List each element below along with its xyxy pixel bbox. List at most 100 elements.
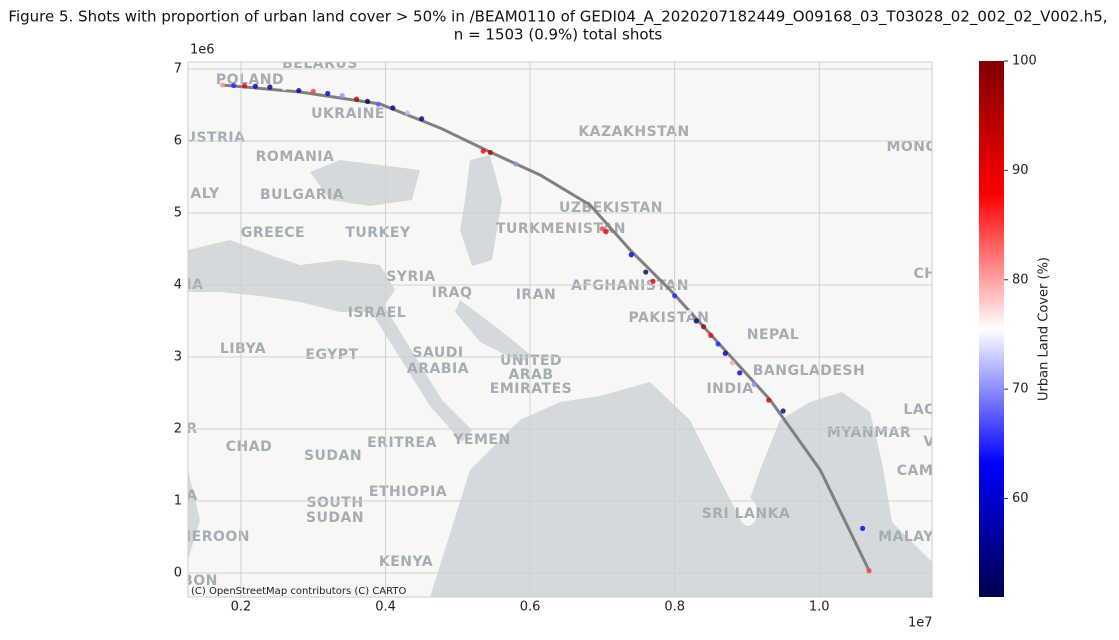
shot-point [693,318,699,324]
shot-point [603,229,609,235]
shot-point [715,341,721,347]
y-tick-label: 3 [174,350,182,365]
map-label: IRAQ [432,285,473,301]
shot-point [672,293,678,299]
colorbar-tick-label: 60 [1012,491,1029,506]
shot-point [487,149,493,156]
x-tick-label: 0.2 [231,600,252,615]
sea [188,470,200,560]
shot-point [219,82,225,88]
y-tick-label: 6 [174,133,182,148]
map-label: UKRAINE [311,106,385,122]
map-label: MYANMAR [827,425,911,441]
map-label: EMIRATES [490,381,572,397]
sea [188,240,395,312]
map-label: EGYPT [305,347,358,363]
map-label: CHAD [226,439,272,455]
map-label: SYRIA [386,269,436,285]
shot-point [860,525,866,531]
shot-point [375,101,381,107]
map-label: CH [914,266,937,282]
shot-point [599,226,605,232]
sea [430,382,932,597]
x-offset-label: 1e7 [908,616,933,631]
map-label: KENYA [379,554,433,570]
map-label: ETHIOPIA [369,484,447,500]
y-tick-label: 2 [174,422,182,437]
colorbar-tick-label: 80 [1012,272,1029,287]
shot-point [866,568,872,574]
map-label: KAZAKHSTAN [578,124,689,140]
map-label: USTRIA [185,130,246,146]
shot-point [339,93,345,99]
shot-point [281,85,287,91]
shot-point [628,252,634,258]
map-label: BON [182,573,218,589]
y-tick-label: 1 [174,494,182,509]
map-label: YEMEN [452,432,510,448]
sea [460,155,502,266]
marks [219,82,872,574]
shot-point [729,360,736,366]
map-label: SAUDI [412,345,463,361]
sea [370,302,472,442]
shot-point [722,350,728,357]
shot-point [310,88,316,94]
shot-point [325,90,331,97]
sea [310,160,420,206]
y-tick-label: 5 [174,205,182,220]
y-offset-label: 1e6 [190,43,215,58]
grid [188,62,932,597]
map-label: TURKEY [345,225,411,241]
map-label: BULGARIA [260,187,344,203]
shot-point [231,82,237,89]
colorbar-tick-label: 100 [1012,54,1037,69]
map-label: BELARUS [282,56,358,72]
map-label: LIBYA [220,341,266,357]
map-label: ERITREA [367,435,437,451]
map-label: ISRAEL [348,305,406,321]
map-label: A [186,488,197,504]
map-label: INDIA [706,381,753,397]
map-label: SUDAN [306,510,364,526]
map-label: CAM [897,463,934,479]
shot-point [700,324,707,330]
map-label: ARABIA [407,361,469,377]
shot-point [480,148,486,154]
map-label: MALAY [878,529,934,545]
map-label: AFGHANISTAN [571,278,689,294]
shot-point [354,96,360,102]
shot-point [404,110,410,116]
map-label: UZBEKISTAN [559,200,663,216]
x-tick-label: 0.6 [520,600,541,615]
map-label: BANGLADESH [753,363,865,379]
map-label: LAO [903,402,936,418]
map-label: IRAN [516,287,557,303]
map: BELARUSPOLANDUKRAINEUSTRIAROMANIAKAZAKHS… [182,56,937,597]
map-label: SRI LANKA [702,506,791,522]
chart-title: Figure 5. Shots with proportion of urban… [8,8,1107,27]
chart-title: n = 1503 (0.9%) total shots [454,26,663,44]
map-label: TURKMENISTAN [496,221,626,237]
map-label: MONG [886,139,937,155]
shot-point [766,397,772,403]
colorbar-tick-label: 90 [1012,163,1029,178]
sea [455,300,532,362]
map-label: ARAB [508,367,553,383]
map-label: ALY [190,186,220,202]
map-label: V [923,434,934,450]
shot-point [296,87,302,94]
map-label: IEROON [186,529,250,545]
colorbar-label: Urban Land Cover (%) [1037,257,1052,401]
map-label: SOUTH [306,495,363,511]
shot-point [419,116,425,122]
island [739,498,757,526]
y-tick-label: 4 [174,278,182,293]
shot-point [390,105,396,111]
seas [188,155,932,597]
colorbar-tick-label: 70 [1012,382,1029,397]
shot-point [513,161,519,167]
map-labels: BELARUSPOLANDUKRAINEUSTRIAROMANIAKAZAKHS… [182,56,937,589]
x-tick-label: 0.4 [375,600,396,615]
